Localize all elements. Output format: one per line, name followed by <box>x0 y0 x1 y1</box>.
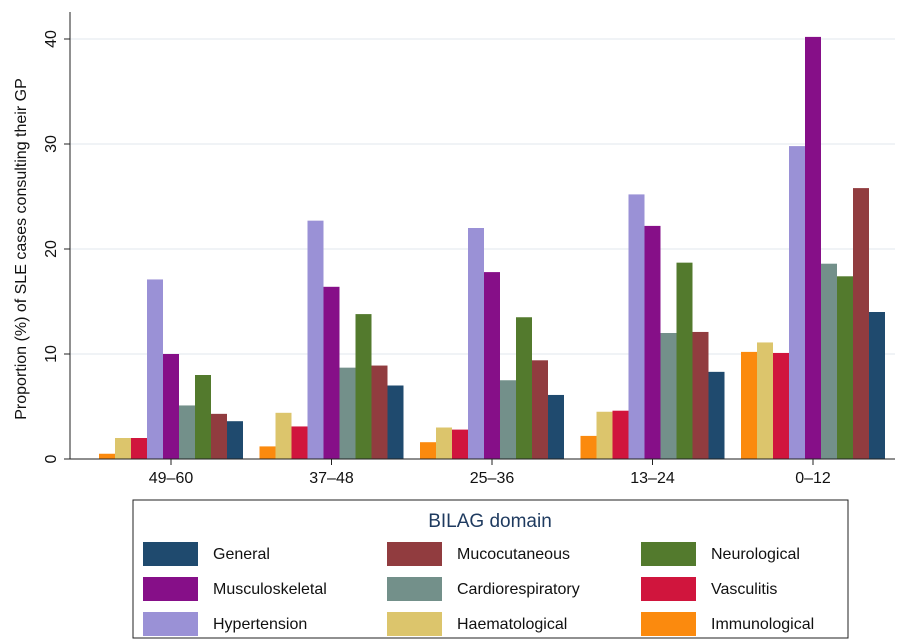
x-tick-label: 25–36 <box>470 470 515 487</box>
bar <box>131 438 147 459</box>
bar <box>355 314 372 459</box>
y-tick-label: 10 <box>43 345 60 363</box>
legend-swatch <box>143 612 198 636</box>
bar <box>692 331 709 459</box>
bar <box>307 220 324 459</box>
bar <box>660 333 677 459</box>
bar <box>741 351 757 459</box>
bar <box>837 276 853 459</box>
legend-label: General <box>213 546 270 563</box>
bar <box>147 279 163 459</box>
x-tick-label: 13–24 <box>630 470 675 487</box>
bar <box>708 371 725 459</box>
bar <box>532 360 548 459</box>
legend-label: Haematological <box>457 616 567 633</box>
bar <box>516 317 532 459</box>
bar <box>115 438 131 459</box>
y-tick-label: 0 <box>43 454 60 463</box>
legend-swatch <box>641 577 696 601</box>
bar <box>789 146 805 459</box>
bar <box>869 312 885 459</box>
bar <box>596 411 613 459</box>
legend-swatch <box>143 542 198 566</box>
x-tick-label: 49–60 <box>149 470 194 487</box>
legend-swatch <box>641 542 696 566</box>
legend-box <box>132 499 849 639</box>
bar <box>853 188 869 459</box>
bar <box>227 421 243 459</box>
bar <box>211 413 227 459</box>
bar <box>628 194 645 459</box>
legend-swatch <box>143 577 198 601</box>
bar <box>676 262 693 459</box>
bar <box>339 367 356 459</box>
bar <box>484 272 500 459</box>
legend-label: Cardiorespiratory <box>457 581 580 598</box>
bar <box>387 385 404 459</box>
legend-swatch <box>641 612 696 636</box>
y-tick-label: 40 <box>43 30 60 48</box>
bar <box>644 225 661 459</box>
legend-label: Musculoskeletal <box>213 581 327 598</box>
legend-label: Mucocutaneous <box>457 546 570 563</box>
bar <box>548 394 564 459</box>
bar <box>821 263 837 459</box>
y-tick-label: 20 <box>43 240 60 258</box>
bar <box>452 429 468 459</box>
bar <box>291 426 308 459</box>
bar <box>275 412 292 459</box>
bar <box>163 354 179 459</box>
legend-title: BILAG domain <box>428 511 552 532</box>
bar <box>99 453 115 459</box>
y-tick-label: 30 <box>43 135 60 153</box>
bar <box>612 410 629 459</box>
legend-label: Vasculitis <box>711 581 777 598</box>
legend-swatch <box>387 577 442 601</box>
bar <box>468 228 484 459</box>
bar <box>323 286 340 459</box>
bar <box>195 375 211 459</box>
bar <box>259 446 276 459</box>
bar <box>436 427 452 459</box>
legend-label: Neurological <box>711 546 800 563</box>
legend-swatch <box>387 542 442 566</box>
y-axis-title: Proportion (%) of SLE cases consulting t… <box>13 78 30 420</box>
bar <box>420 442 436 459</box>
legend-label: Hypertension <box>213 616 307 633</box>
bar <box>371 365 388 459</box>
bar <box>773 352 789 459</box>
bar <box>500 380 516 459</box>
x-tick-label: 0–12 <box>795 470 831 487</box>
bar <box>805 36 821 460</box>
bar <box>580 435 597 459</box>
x-tick-label: 37–48 <box>309 470 354 487</box>
bar <box>179 405 195 459</box>
legend-swatch <box>387 612 442 636</box>
legend-label: Immunological <box>711 616 814 633</box>
bar <box>757 342 773 459</box>
